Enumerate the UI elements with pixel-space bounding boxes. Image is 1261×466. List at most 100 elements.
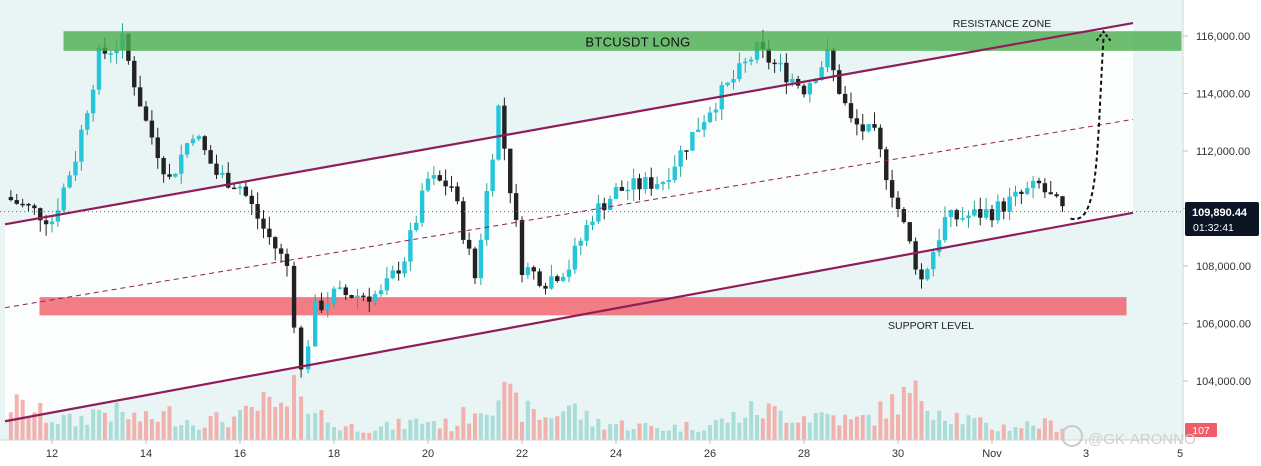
candle-body bbox=[602, 203, 607, 211]
volume-bar bbox=[1042, 418, 1047, 440]
candle-body bbox=[378, 290, 384, 295]
volume-bar bbox=[478, 413, 483, 440]
candle-body bbox=[337, 287, 343, 289]
volume-bar bbox=[214, 412, 219, 440]
candle-body bbox=[1025, 188, 1030, 194]
candle-body bbox=[649, 177, 654, 189]
candle-body bbox=[560, 276, 566, 282]
candle-body bbox=[179, 154, 184, 174]
channel-lower-line[interactable] bbox=[4, 211, 1134, 423]
candle-body bbox=[707, 112, 713, 122]
candle-body bbox=[291, 265, 297, 328]
volume-bars bbox=[8, 375, 1065, 440]
volume-bar bbox=[960, 424, 965, 440]
candle-body bbox=[343, 287, 348, 296]
candle-body bbox=[425, 178, 431, 191]
volume-bar bbox=[38, 403, 43, 440]
candle-body bbox=[167, 174, 172, 177]
candle-body bbox=[396, 270, 401, 274]
candle-body bbox=[637, 178, 642, 190]
volume-bar bbox=[249, 406, 254, 440]
volume-bar bbox=[337, 430, 342, 440]
volume-bar bbox=[849, 419, 853, 440]
candle-body bbox=[954, 210, 959, 220]
candle-body bbox=[132, 60, 137, 88]
candles bbox=[8, 23, 1065, 378]
volume-bar bbox=[473, 413, 477, 440]
channel-fill bbox=[5, 23, 1133, 422]
candle-body bbox=[455, 186, 460, 202]
candle-body bbox=[349, 295, 354, 298]
volume-bar bbox=[567, 405, 571, 440]
volume-bar bbox=[55, 424, 60, 440]
volume-bar bbox=[232, 416, 237, 440]
volume-bar bbox=[279, 402, 284, 440]
channel-upper-line[interactable] bbox=[4, 21, 1134, 226]
volume-bar bbox=[1025, 421, 1030, 440]
volume-bar bbox=[590, 426, 595, 440]
volume-bar bbox=[919, 401, 924, 440]
candle-body bbox=[466, 239, 472, 249]
volume-bar bbox=[837, 425, 842, 440]
volume-bar bbox=[202, 427, 207, 440]
candle-body bbox=[543, 285, 548, 289]
volume-bar bbox=[784, 422, 789, 440]
projection-arrow-path[interactable] bbox=[1070, 37, 1105, 221]
volume-bar bbox=[1031, 425, 1036, 440]
candle-body bbox=[490, 159, 495, 192]
watermark-text: @GK-ARONNO bbox=[1088, 431, 1196, 448]
candle-body bbox=[367, 296, 372, 302]
candle-body bbox=[419, 190, 425, 223]
volume-bar bbox=[907, 392, 912, 440]
volume-bar bbox=[896, 414, 900, 440]
volume-bar bbox=[802, 416, 806, 440]
volume-bar bbox=[1013, 427, 1018, 440]
candle-body bbox=[85, 113, 90, 130]
candle-body bbox=[878, 127, 883, 150]
candle-body bbox=[261, 218, 266, 229]
y-tick-label: 106,000.00 bbox=[1196, 319, 1251, 331]
watermark-logo-icon bbox=[1061, 425, 1083, 447]
candle-body bbox=[14, 200, 19, 204]
volume-bar bbox=[420, 423, 425, 440]
candle-body bbox=[578, 240, 583, 246]
candle-body bbox=[690, 131, 695, 151]
chart-title: BTCUSDT LONG bbox=[585, 34, 690, 49]
volume-bar bbox=[572, 403, 577, 440]
volume-bar bbox=[61, 415, 66, 440]
volume-bar bbox=[825, 413, 830, 440]
candle-body bbox=[925, 269, 930, 280]
volume-bar bbox=[731, 412, 736, 440]
volume-bar bbox=[749, 401, 754, 440]
y-tick-label: 108,000.00 bbox=[1196, 261, 1251, 273]
candle-body bbox=[32, 205, 37, 209]
candle-body bbox=[807, 82, 813, 95]
volume-bar bbox=[1054, 431, 1059, 440]
volume-bar bbox=[719, 418, 724, 440]
volume-bar bbox=[8, 412, 13, 440]
volume-bar bbox=[414, 418, 419, 440]
candle-body bbox=[654, 184, 660, 189]
candle-body bbox=[267, 228, 272, 238]
candle-body bbox=[731, 79, 736, 83]
candle-body bbox=[298, 327, 304, 370]
channel-mid-line[interactable] bbox=[4, 118, 1134, 309]
candle-body bbox=[355, 295, 360, 298]
volume-bar bbox=[619, 420, 624, 440]
volume-bar bbox=[102, 412, 107, 440]
volume-bar bbox=[373, 430, 378, 440]
candle-body bbox=[20, 203, 25, 206]
candle-body bbox=[79, 129, 84, 162]
volume-bar bbox=[108, 421, 113, 440]
x-tick-label: 24 bbox=[610, 448, 622, 460]
y-tick-label: 112,000.00 bbox=[1196, 146, 1250, 158]
candle-body bbox=[237, 186, 243, 189]
volume-bar bbox=[20, 399, 25, 440]
volume-bar bbox=[631, 429, 636, 440]
candle-body bbox=[643, 177, 648, 190]
volume-bar bbox=[649, 425, 654, 440]
volume-bar bbox=[384, 421, 389, 440]
candle-body bbox=[108, 53, 113, 55]
candle-body bbox=[995, 201, 1001, 221]
